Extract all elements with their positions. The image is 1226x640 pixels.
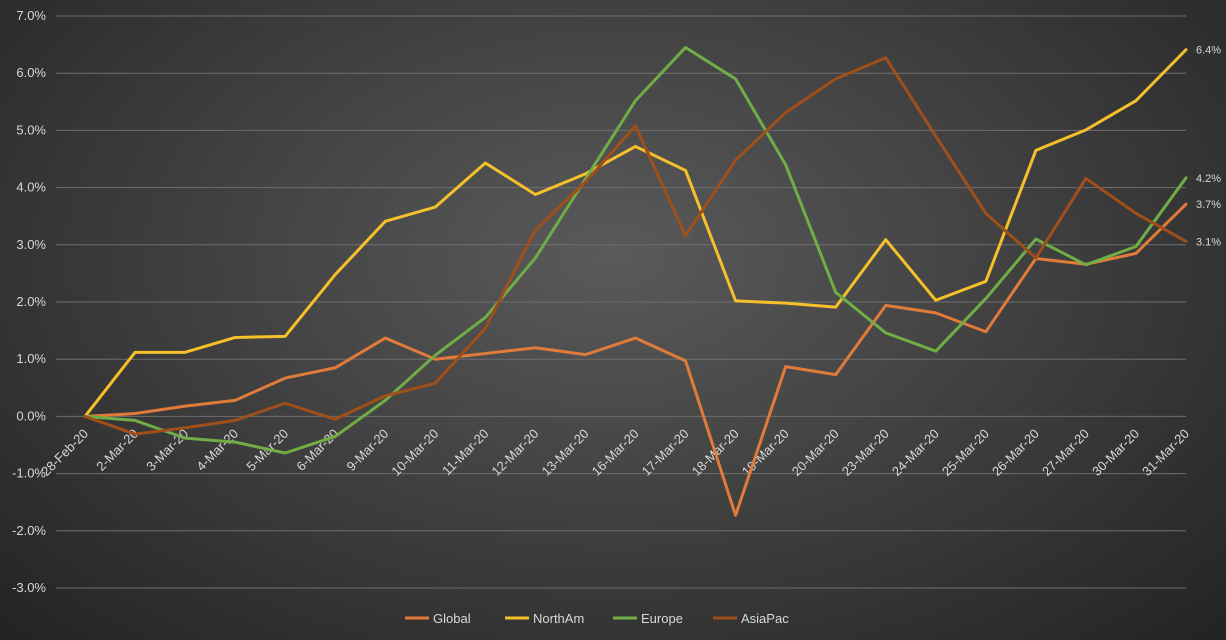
end-label-asiapac: 3.1% <box>1196 236 1221 248</box>
x-tick-label: 28-Feb-20 <box>38 426 91 479</box>
y-tick-label: 1.0% <box>16 351 46 366</box>
x-tick-label: 12-Mar-20 <box>489 426 542 479</box>
y-tick-label: 2.0% <box>16 294 46 309</box>
end-label-northam: 6.4% <box>1196 45 1221 57</box>
legend-item-asiapac: AsiaPac <box>713 611 789 626</box>
y-axis-tick-labels: -3.0% -2.0% -1.0% 0.0% 1.0% 2.0% 3.0% 4.0% 5.0% 6… <box>12 8 46 595</box>
legend-label: Europe <box>641 611 683 626</box>
x-tick-label: 10-Mar-20 <box>388 426 441 479</box>
y-tick-label: 5.0% <box>16 122 46 137</box>
series-line-europe <box>83 45 1188 455</box>
series-line-northam <box>83 48 1188 418</box>
legend-label: AsiaPac <box>741 611 789 626</box>
x-axis-tick-labels: 28-Feb-20 2-Mar-20 3-Mar-20 4-Mar-20 5-Mar-2… <box>38 426 1192 479</box>
x-tick-label: 16-Mar-20 <box>589 426 642 479</box>
end-value-labels: 3.7% 6.4% 4.2% 3.1% <box>1196 45 1221 249</box>
y-tick-label: 0.0% <box>16 408 46 423</box>
x-tick-label: 30-Mar-20 <box>1089 426 1142 479</box>
x-tick-label: 26-Mar-20 <box>989 426 1042 479</box>
legend-item-northam: NorthAm <box>505 611 584 626</box>
x-tick-label: 17-Mar-20 <box>639 426 692 479</box>
end-label-global: 3.7% <box>1196 199 1221 211</box>
x-tick-label: 20-Mar-20 <box>789 426 842 479</box>
series-lines <box>83 45 1188 517</box>
y-tick-label: 4.0% <box>16 180 46 195</box>
y-tick-label: -1.0% <box>12 466 46 481</box>
legend-item-europe: Europe <box>613 611 683 626</box>
x-tick-label: 25-Mar-20 <box>939 426 992 479</box>
legend-item-global: Global <box>405 611 471 626</box>
x-tick-label: 27-Mar-20 <box>1039 426 1092 479</box>
x-tick-label: 9-Mar-20 <box>343 426 391 474</box>
y-tick-label: -3.0% <box>12 580 46 595</box>
x-tick-label: 4-Mar-20 <box>193 426 241 474</box>
legend-label: Global <box>433 611 471 626</box>
series-line-global <box>83 202 1188 517</box>
y-tick-label: -2.0% <box>12 523 46 538</box>
x-tick-label: 31-Mar-20 <box>1139 426 1192 479</box>
x-tick-label: 19-Mar-20 <box>739 426 792 479</box>
x-tick-label: 23-Mar-20 <box>839 426 892 479</box>
y-tick-label: 7.0% <box>16 8 46 23</box>
x-tick-label: 11-Mar-20 <box>439 426 491 478</box>
x-tick-label: 24-Mar-20 <box>889 426 942 479</box>
legend: Global NorthAm Europe AsiaPac <box>405 611 789 626</box>
gridlines <box>56 15 1186 589</box>
legend-label: NorthAm <box>533 611 584 626</box>
series-line-asiapac <box>83 56 1188 436</box>
x-tick-label: 6-Mar-20 <box>293 426 341 474</box>
y-tick-label: 3.0% <box>16 237 46 252</box>
y-tick-label: 6.0% <box>16 65 46 80</box>
end-label-europe: 4.2% <box>1196 173 1221 185</box>
x-tick-label: 13-Mar-20 <box>539 426 592 479</box>
